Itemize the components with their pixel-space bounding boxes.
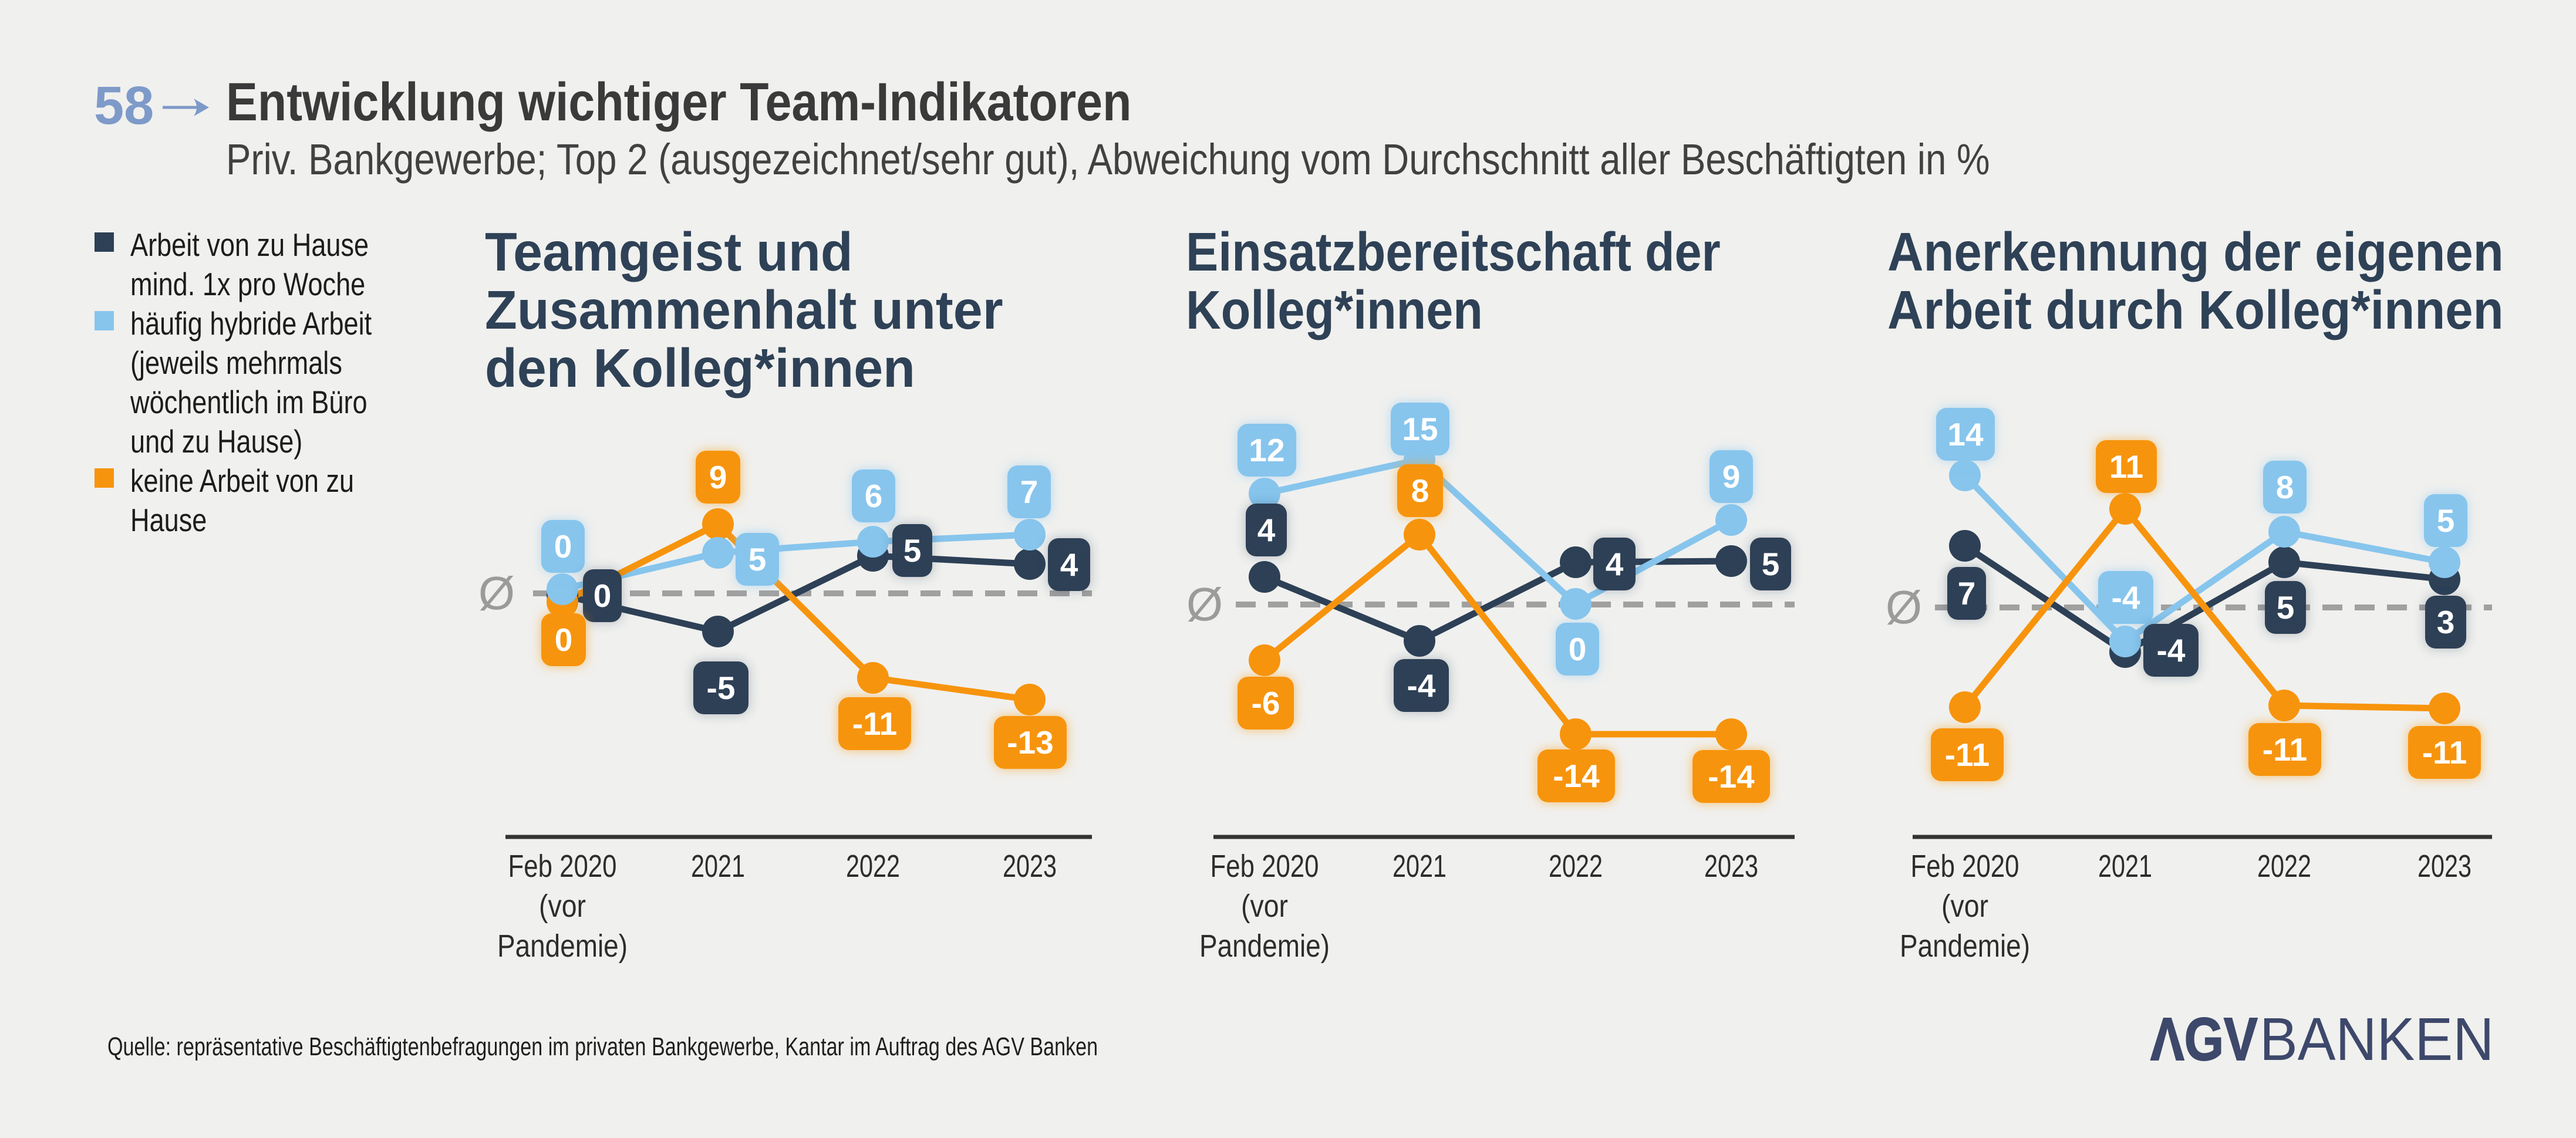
svg-text:2023: 2023 (1003, 849, 1057, 884)
svg-text:2023: 2023 (2417, 849, 2472, 884)
svg-text:-4: -4 (2157, 632, 2186, 668)
svg-text:-5: -5 (707, 670, 736, 706)
svg-text:8: 8 (1411, 472, 1429, 509)
svg-text:2022: 2022 (2257, 849, 2311, 884)
svg-text:0: 0 (594, 578, 612, 614)
svg-text:15: 15 (1402, 411, 1438, 447)
svg-text:Feb 2020: Feb 2020 (1911, 849, 2019, 884)
svg-text:7: 7 (1958, 575, 1976, 612)
svg-text:Ø: Ø (1886, 581, 1922, 633)
svg-text:5: 5 (2277, 589, 2295, 626)
svg-text:-11: -11 (2263, 731, 2307, 768)
svg-text:(vor: (vor (1241, 889, 1288, 924)
svg-text:-11: -11 (1945, 737, 1990, 773)
svg-text:4: 4 (1257, 512, 1276, 548)
svg-text:0: 0 (555, 622, 573, 658)
svg-text:2023: 2023 (1704, 849, 1758, 884)
svg-text:9: 9 (709, 459, 727, 495)
svg-text:5: 5 (2437, 502, 2455, 539)
svg-text:Pandemie): Pandemie) (1199, 928, 1330, 964)
svg-text:-4: -4 (2112, 579, 2140, 616)
svg-text:Pandemie): Pandemie) (497, 928, 628, 964)
svg-text:2021: 2021 (2098, 849, 2152, 884)
svg-text:-13: -13 (1007, 724, 1054, 761)
svg-text:Pandemie): Pandemie) (1900, 928, 2030, 964)
svg-text:-6: -6 (1252, 685, 1280, 721)
svg-text:2021: 2021 (691, 849, 745, 884)
svg-text:5: 5 (748, 541, 767, 578)
svg-text:5: 5 (903, 532, 922, 569)
svg-text:11: 11 (2109, 448, 2143, 485)
svg-text:3: 3 (2437, 604, 2455, 640)
svg-text:2022: 2022 (846, 849, 900, 884)
svg-text:Feb 2020: Feb 2020 (1211, 849, 1319, 884)
svg-text:Feb 2020: Feb 2020 (508, 849, 617, 884)
svg-text:4: 4 (1060, 546, 1078, 583)
svg-text:0: 0 (554, 528, 572, 565)
svg-text:4: 4 (1606, 546, 1624, 582)
svg-text:-11: -11 (852, 705, 897, 742)
svg-text:Ø: Ø (1186, 578, 1223, 630)
svg-text:12: 12 (1249, 432, 1284, 468)
svg-text:Ø: Ø (478, 567, 515, 619)
svg-text:7: 7 (1020, 474, 1039, 510)
svg-text:(vor: (vor (539, 889, 586, 924)
svg-text:(vor: (vor (1941, 889, 1988, 924)
svg-text:14: 14 (1947, 416, 1984, 453)
svg-text:-11: -11 (2422, 734, 2467, 771)
svg-text:0: 0 (1569, 631, 1587, 667)
svg-text:5: 5 (1762, 546, 1780, 582)
svg-text:2021: 2021 (1392, 849, 1447, 884)
svg-text:8: 8 (2276, 469, 2294, 505)
svg-text:2022: 2022 (1549, 849, 1603, 884)
svg-text:-4: -4 (1407, 667, 1436, 704)
svg-text:9: 9 (1722, 458, 1741, 495)
svg-text:-14: -14 (1708, 758, 1755, 795)
svg-text:-14: -14 (1553, 758, 1600, 794)
svg-text:6: 6 (865, 478, 883, 514)
